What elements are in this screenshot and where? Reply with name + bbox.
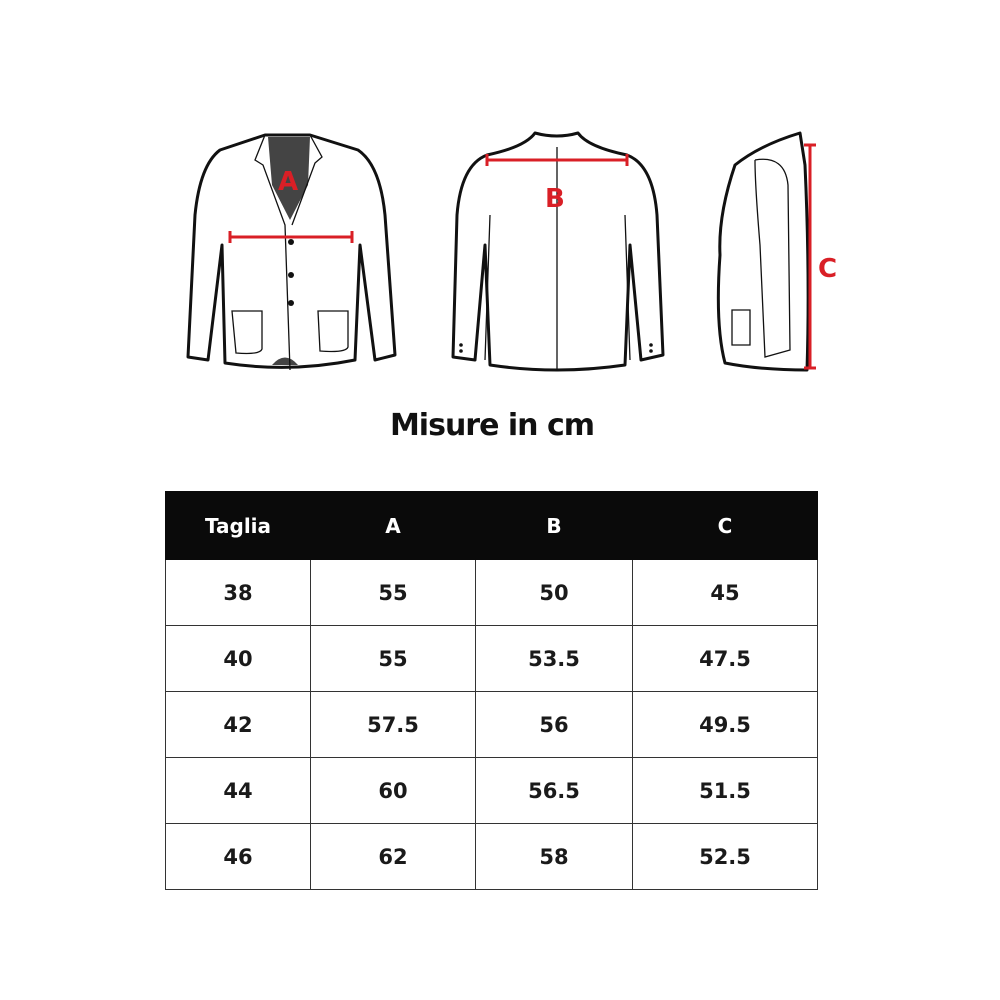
table-header-row: Taglia A B C <box>165 491 818 560</box>
jacket-front-illustration: A <box>186 133 397 371</box>
table-cell: 49.5 <box>632 691 818 758</box>
header-c: C <box>632 491 818 560</box>
measure-c-line <box>804 143 816 370</box>
table-cell: 55 <box>310 559 476 626</box>
table-cell: 56 <box>475 691 633 758</box>
table-cell: 62 <box>310 823 476 890</box>
measure-a-line <box>228 231 354 243</box>
table-cell: 58 <box>475 823 633 890</box>
table-cell: 51.5 <box>632 757 818 824</box>
table-cell: 47.5 <box>632 625 818 692</box>
table-cell: 60 <box>310 757 476 824</box>
table-cell: 44 <box>165 757 311 824</box>
table-row: 44 60 56.5 51.5 <box>165 757 818 824</box>
page-title: Misure in cm <box>389 408 595 443</box>
label-b: B <box>545 184 565 214</box>
jacket-side-illustration: C <box>716 131 837 372</box>
table-cell: 55 <box>310 625 476 692</box>
measure-b-line <box>485 154 629 166</box>
table-cell: 52.5 <box>632 823 818 890</box>
table-cell: 42 <box>165 691 311 758</box>
table-cell: 50 <box>475 559 633 626</box>
header-a: A <box>310 491 476 560</box>
table-cell: 40 <box>165 625 311 692</box>
header-b: B <box>475 491 633 560</box>
size-table: Taglia A B C 38 55 50 45 40 55 53.5 47.5 42 57.5 5… <box>165 491 818 890</box>
table-cell: 38 <box>165 559 311 626</box>
table-row: 46 62 58 52.5 <box>165 823 818 890</box>
table-row: 42 57.5 56 49.5 <box>165 691 818 758</box>
label-a: A <box>278 167 298 197</box>
table-cell: 57.5 <box>310 691 476 758</box>
table-cell: 45 <box>632 559 818 626</box>
table-row: 40 55 53.5 47.5 <box>165 625 818 692</box>
table-cell: 56.5 <box>475 757 633 824</box>
table-cell: 46 <box>165 823 311 890</box>
label-c: C <box>818 254 837 284</box>
table-cell: 53.5 <box>475 625 633 692</box>
header-taglia: Taglia <box>165 491 311 560</box>
table-row: 38 55 50 45 <box>165 559 818 626</box>
jacket-back-illustration: B <box>451 131 665 372</box>
